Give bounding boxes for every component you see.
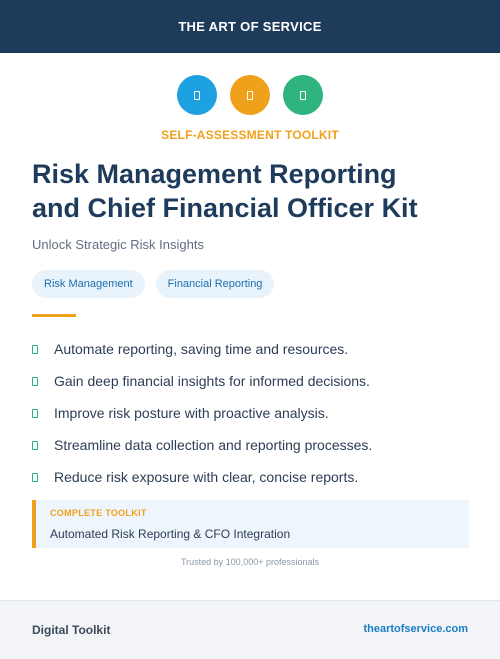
benefit-item: Gain deep financial insights for informe… <box>32 365 372 397</box>
tag-chip-risk-management: Risk Management <box>32 270 145 298</box>
page-title: Risk Management Reporting and Chief Fina… <box>32 157 472 225</box>
checklist-icon <box>283 75 323 115</box>
document-icon <box>177 75 217 115</box>
tag-list: Risk Management Financial Reporting <box>32 270 275 298</box>
clipboard-icon <box>230 75 270 115</box>
check-icon <box>32 408 38 418</box>
accent-divider <box>32 314 76 317</box>
benefit-item: Reduce risk exposure with clear, concise… <box>32 461 372 493</box>
benefit-item: Streamline data collection and reporting… <box>32 429 372 461</box>
icon-row <box>0 75 500 115</box>
title-line-2: and Chief Financial Officer Kit <box>32 193 418 223</box>
callout-text: Automated Risk Reporting & CFO Integrati… <box>50 527 291 541</box>
check-icon <box>32 344 38 354</box>
brand-header: THE ART OF SERVICE <box>0 0 500 53</box>
kit-label: SELF-ASSESSMENT TOOLKIT <box>161 128 339 142</box>
tag-chip-financial-reporting: Financial Reporting <box>155 270 275 298</box>
benefit-item: Automate reporting, saving time and reso… <box>32 333 372 365</box>
benefit-list: Automate reporting, saving time and reso… <box>32 333 372 493</box>
benefit-text: Automate reporting, saving time and reso… <box>54 341 349 357</box>
brand-name: THE ART OF SERVICE <box>178 19 322 34</box>
callout-label: COMPLETE TOOLKIT <box>50 508 147 518</box>
benefit-text: Improve risk posture with proactive anal… <box>54 405 329 421</box>
check-icon <box>32 440 38 450</box>
title-line-1: Risk Management Reporting <box>32 159 397 189</box>
footer-product-type: Digital Toolkit <box>32 623 111 637</box>
complete-toolkit-callout: COMPLETE TOOLKIT Automated Risk Reportin… <box>32 500 469 548</box>
footer-website-link[interactable]: theartofservice.com <box>363 623 468 635</box>
benefit-item: Improve risk posture with proactive anal… <box>32 397 372 429</box>
benefit-text: Streamline data collection and reporting… <box>54 437 373 453</box>
benefit-text: Gain deep financial insights for informe… <box>54 373 370 389</box>
benefit-text: Reduce risk exposure with clear, concise… <box>54 469 359 485</box>
footer: Digital Toolkit theartofservice.com <box>0 600 500 659</box>
tagline: Unlock Strategic Risk Insights <box>32 237 204 252</box>
check-icon <box>32 376 38 386</box>
trust-note: Trusted by 100,000+ professionals <box>180 557 319 567</box>
check-icon <box>32 472 38 482</box>
